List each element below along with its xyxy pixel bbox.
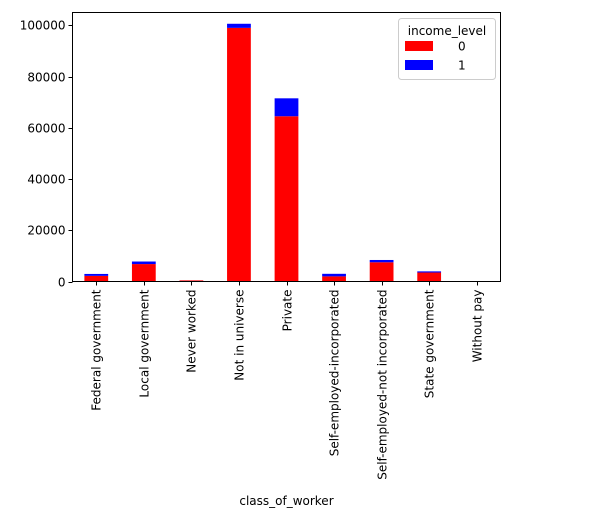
x-tick-label: Self-employed-not incorporated xyxy=(376,290,390,480)
x-tick-label: Never worked xyxy=(185,290,199,373)
bar-series-1-7 xyxy=(417,271,442,273)
bar-series-0-7 xyxy=(417,272,442,282)
bar-series-0-2 xyxy=(179,280,204,282)
bar-series-1-1 xyxy=(131,261,156,265)
bar-series-0-4 xyxy=(274,116,299,282)
y-tick-label: 80000 xyxy=(27,71,65,85)
y-tick-label: 0 xyxy=(58,276,66,290)
x-tick-label: Self-employed-incorporated xyxy=(328,290,342,457)
bar-series-1-6 xyxy=(369,259,394,263)
legend-label-1: 1 xyxy=(458,59,466,73)
x-axis: Federal government Local government Never … xyxy=(90,281,485,480)
bar-series-0-1 xyxy=(131,264,156,282)
bar-series-0-5 xyxy=(322,276,346,282)
bar-series-0-6 xyxy=(369,262,394,282)
x-tick-label: Local government xyxy=(138,289,152,397)
y-tick-label: 60000 xyxy=(27,122,65,136)
bar-series-0-3 xyxy=(227,27,251,282)
bars-layer xyxy=(84,23,489,282)
legend-title: income_level xyxy=(408,24,487,38)
y-tick-label: 100000 xyxy=(20,19,66,33)
x-tick-label: Federal government xyxy=(90,289,104,411)
bar-series-0-0 xyxy=(84,275,109,282)
legend-swatch-0 xyxy=(405,41,433,51)
x-tick-label: Private xyxy=(281,290,295,332)
y-tick-label: 20000 xyxy=(27,224,65,238)
plot-frame xyxy=(72,12,501,282)
x-tick-label: State government xyxy=(423,289,437,398)
y-axis: 0 20000 40000 60000 80000 100000 xyxy=(20,19,73,290)
x-tick-label: Without pay xyxy=(471,290,485,363)
bar-series-1-0 xyxy=(84,273,109,276)
y-tick-label: 40000 xyxy=(27,173,65,187)
legend-swatch-1 xyxy=(405,60,433,70)
x-tick-label: Not in universe xyxy=(233,290,247,381)
legend: income_level 0 1 xyxy=(398,18,496,80)
legend-label-0: 0 xyxy=(458,40,466,54)
x-axis-label: class_of_worker xyxy=(239,494,333,508)
bar-series-1-4 xyxy=(274,98,299,117)
bar-series-1-5 xyxy=(322,273,346,277)
bar-series-1-3 xyxy=(227,23,251,28)
